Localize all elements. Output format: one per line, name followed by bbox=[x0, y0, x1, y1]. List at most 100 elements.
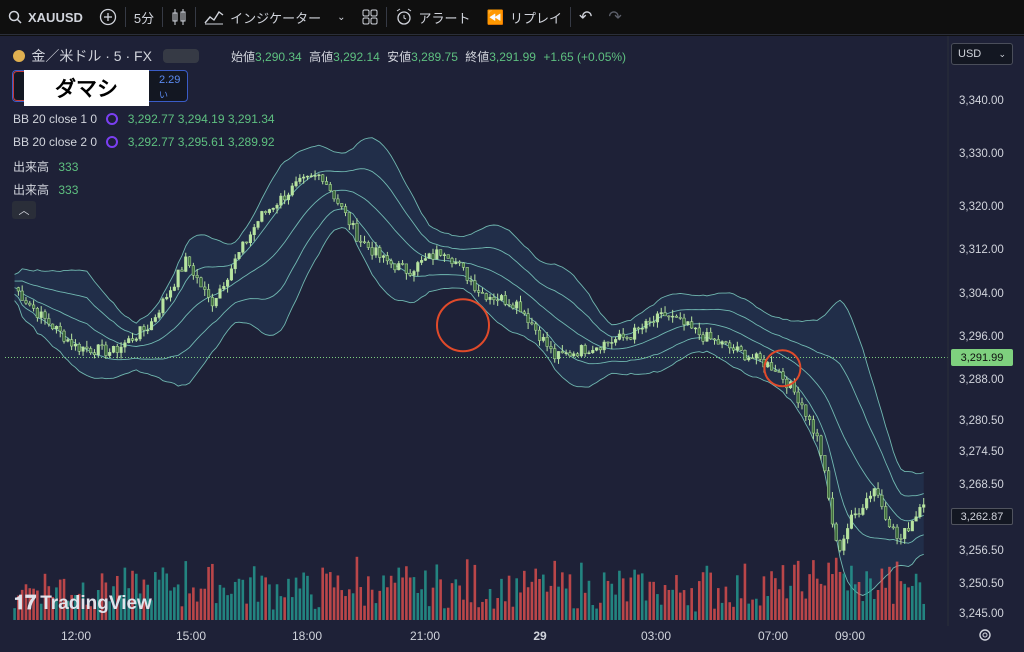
candle-body bbox=[24, 300, 28, 304]
volume-bar bbox=[241, 579, 245, 620]
volume-bar bbox=[370, 589, 374, 620]
indicator-bb2[interactable]: BB 20 close 2 0 3,292.77 3,295.61 3,289.… bbox=[13, 135, 275, 149]
tradingview-logo[interactable]: 𝟏𝟕 TradingView bbox=[14, 592, 152, 615]
candle-body bbox=[378, 247, 382, 258]
indicator-volume-1[interactable]: 出来高 333 bbox=[13, 158, 78, 175]
volume-bar bbox=[165, 573, 169, 620]
indicator-volume-2[interactable]: 出来高 333 bbox=[13, 181, 78, 198]
replay-label: リプレイ bbox=[510, 10, 563, 26]
volume-bar bbox=[553, 560, 557, 620]
collapse-legend-button[interactable]: ︿ bbox=[12, 201, 36, 219]
volume-bar bbox=[195, 601, 199, 620]
volume-bar bbox=[427, 606, 431, 620]
candle-body bbox=[290, 185, 294, 196]
candle-body bbox=[754, 353, 758, 359]
time-tick-label: 03:00 bbox=[641, 629, 671, 643]
volume-bar bbox=[766, 596, 770, 620]
interval-button[interactable]: 5分 bbox=[133, 10, 155, 26]
volume-bar bbox=[260, 575, 264, 620]
compare-button[interactable] bbox=[91, 0, 125, 35]
high-label: 高値 bbox=[309, 50, 334, 64]
volume-bar bbox=[256, 601, 260, 620]
volume-bar bbox=[13, 608, 16, 620]
candle-body bbox=[100, 344, 104, 347]
candle-body bbox=[686, 321, 690, 325]
candle-body bbox=[849, 514, 853, 529]
grid-icon bbox=[362, 9, 378, 25]
sell-button-edge[interactable] bbox=[13, 71, 25, 101]
candle-body bbox=[910, 520, 914, 532]
volume-bar bbox=[283, 597, 286, 620]
volume-bar bbox=[351, 593, 355, 620]
candle-body bbox=[659, 312, 663, 315]
candle-body bbox=[458, 261, 462, 264]
price-tick-label: 3,256.50 bbox=[959, 545, 1004, 557]
volume-bar bbox=[739, 598, 743, 620]
ohlc-row: 始値3,290.34 高値3,292.14 安値3,289.75 終値3,291… bbox=[231, 48, 626, 65]
alert-button[interactable]: アラート bbox=[387, 0, 479, 35]
volume-bar bbox=[473, 564, 477, 620]
layouts-button[interactable] bbox=[354, 0, 386, 35]
currency-selector[interactable]: USD ⌄ bbox=[951, 43, 1013, 65]
volume-bar bbox=[401, 577, 404, 620]
volume-bar bbox=[393, 582, 397, 620]
candle-body bbox=[199, 277, 203, 288]
volume-bar bbox=[842, 573, 846, 620]
candle-body bbox=[161, 298, 165, 314]
chevron-down-icon: ⌄ bbox=[998, 48, 1006, 59]
volume-bar bbox=[298, 588, 302, 620]
volume-bar bbox=[682, 590, 686, 620]
alarm-clock-icon bbox=[396, 8, 411, 25]
volume-bar bbox=[713, 608, 716, 620]
low-label: 安値 bbox=[387, 50, 412, 64]
volume-bar bbox=[20, 589, 24, 620]
candle-body bbox=[891, 526, 895, 529]
volume-bar bbox=[789, 585, 792, 620]
gold-coin-icon bbox=[13, 50, 25, 62]
candle-body bbox=[690, 321, 694, 329]
candle-body bbox=[195, 275, 199, 278]
candle-body bbox=[39, 311, 43, 318]
replay-button[interactable]: ⏪ リプレイ bbox=[479, 0, 570, 35]
price-chart[interactable]: 3,340.00 3,330.00 3,320.00 3,312.00 3,304.00… bbox=[0, 36, 1024, 652]
volume-bar bbox=[519, 592, 522, 620]
candle-body bbox=[469, 280, 473, 282]
settings-gear-button[interactable] bbox=[976, 626, 994, 644]
candle-body bbox=[108, 352, 112, 356]
undo-button[interactable]: ↶ bbox=[571, 0, 600, 35]
volume-bar bbox=[203, 588, 207, 620]
candle-body bbox=[245, 241, 249, 244]
visibility-toggle[interactable] bbox=[163, 49, 200, 63]
chart-type-button[interactable] bbox=[163, 0, 195, 35]
price-tick-label: 3,296.00 bbox=[959, 331, 1004, 343]
redo-button[interactable]: ↷ bbox=[600, 0, 629, 35]
volume-bar bbox=[507, 575, 511, 620]
volume-bar bbox=[169, 590, 172, 620]
candle-body bbox=[541, 336, 545, 341]
candle-body bbox=[811, 419, 815, 434]
indicator-bb1[interactable]: BB 20 close 1 0 3,292.77 3,294.19 3,291.… bbox=[13, 112, 275, 126]
volume-bar bbox=[435, 564, 439, 620]
candle-body bbox=[191, 265, 195, 276]
volume-bar bbox=[374, 603, 378, 620]
candle-body bbox=[359, 240, 363, 243]
volume-bar bbox=[534, 568, 538, 620]
volume-bar bbox=[774, 578, 777, 620]
gear-icon bbox=[979, 629, 991, 641]
candle-body bbox=[652, 321, 656, 323]
candle-body bbox=[465, 267, 469, 281]
candle-body bbox=[275, 204, 279, 209]
chart-area[interactable]: 3,340.00 3,330.00 3,320.00 3,312.00 3,304.00… bbox=[0, 36, 1024, 652]
candle-body bbox=[636, 327, 640, 330]
volume-bar bbox=[823, 585, 827, 620]
indicators-button[interactable]: インジケーター ⌄ bbox=[196, 0, 353, 35]
candle-body bbox=[633, 327, 637, 340]
candle-body bbox=[309, 175, 313, 178]
candle-body bbox=[172, 286, 176, 291]
candle-body bbox=[446, 254, 450, 259]
volume-bar bbox=[233, 581, 237, 620]
symbol-search-button[interactable]: XAUUSD bbox=[0, 0, 91, 35]
volume-bar bbox=[477, 607, 480, 620]
indicator-values: 333 bbox=[58, 160, 79, 174]
volume-bar bbox=[454, 579, 458, 620]
